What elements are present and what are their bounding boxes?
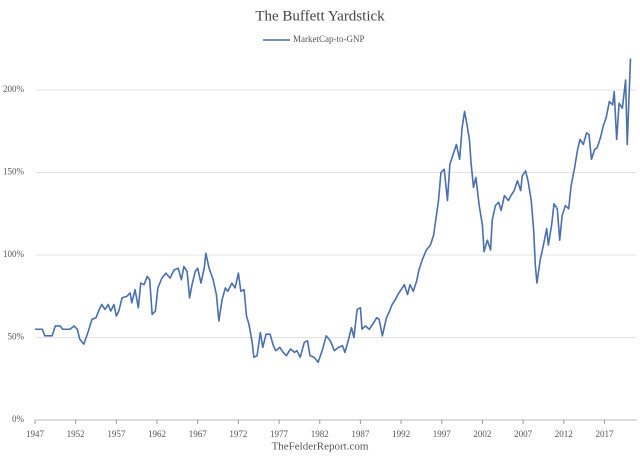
x-tick-label: 2017: [595, 429, 614, 439]
x-tick-label: 2012: [555, 429, 573, 439]
y-tick-label: 50%: [8, 332, 25, 342]
x-tick-label: 1952: [67, 429, 85, 439]
legend-label: MarketCap-to-GNP: [293, 34, 365, 44]
x-tick-label: 1977: [270, 429, 289, 439]
x-tick-label: 1947: [26, 429, 45, 439]
x-tick-label: 2007: [514, 429, 533, 439]
x-tick-label: 2002: [473, 429, 491, 439]
x-tick-label: 1972: [229, 429, 247, 439]
footer: TheFelderReport.com: [272, 441, 369, 453]
series-line: [35, 58, 632, 364]
x-tick-label: 1957: [107, 429, 126, 439]
y-tick-label: 150%: [3, 167, 25, 177]
x-tick-label: 1992: [392, 429, 410, 439]
chart-title: The Buffett Yardstick: [255, 8, 385, 24]
y-tick-label: 200%: [3, 84, 25, 94]
x-tick-label: 1967: [189, 429, 208, 439]
y-tick-label: 0%: [12, 414, 25, 424]
x-tick-label: 1997: [433, 429, 452, 439]
x-tick-label: 1982: [311, 429, 329, 439]
y-tick-label: 100%: [3, 249, 25, 259]
x-tick-label: 1962: [148, 429, 166, 439]
x-tick-label: 1987: [351, 429, 370, 439]
